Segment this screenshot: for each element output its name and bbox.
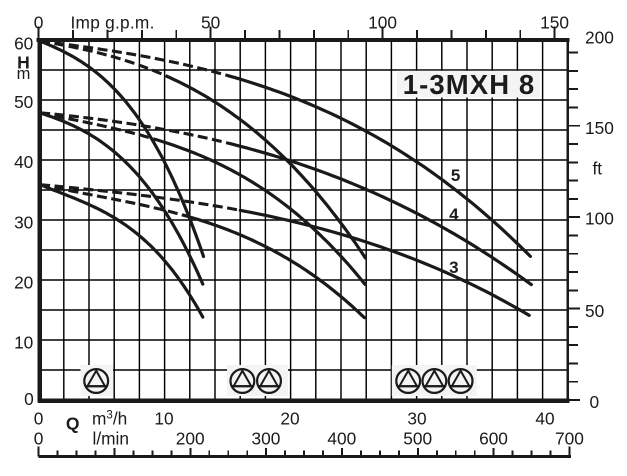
svg-text:20: 20 — [280, 409, 299, 429]
svg-text:4: 4 — [449, 205, 459, 224]
svg-text:100: 100 — [368, 13, 397, 33]
svg-text:0: 0 — [34, 429, 44, 449]
svg-text:0: 0 — [34, 409, 44, 429]
svg-text:50: 50 — [585, 301, 604, 321]
svg-text:400: 400 — [327, 429, 356, 449]
svg-text:150: 150 — [540, 13, 569, 33]
svg-text:ft: ft — [593, 159, 603, 179]
svg-text:40: 40 — [14, 152, 33, 172]
svg-text:l/min: l/min — [93, 429, 130, 449]
svg-text:m: m — [17, 65, 31, 83]
svg-text:Q: Q — [66, 413, 80, 433]
svg-text:3: 3 — [449, 258, 458, 277]
svg-text:0: 0 — [34, 13, 44, 33]
svg-text:100: 100 — [585, 209, 614, 229]
svg-text:40: 40 — [535, 409, 554, 429]
svg-text:20: 20 — [14, 272, 33, 292]
svg-text:60: 60 — [14, 34, 33, 54]
svg-text:700: 700 — [555, 429, 584, 449]
svg-text:300: 300 — [251, 429, 280, 449]
svg-text:0: 0 — [590, 392, 600, 412]
svg-text:10: 10 — [154, 409, 173, 429]
svg-text:200: 200 — [585, 28, 614, 48]
svg-text:30: 30 — [14, 212, 33, 232]
svg-text:150: 150 — [585, 118, 614, 138]
svg-text:5: 5 — [451, 166, 460, 185]
svg-text:500: 500 — [403, 429, 432, 449]
svg-text:50: 50 — [14, 92, 33, 112]
svg-text:30: 30 — [407, 409, 426, 429]
svg-text:200: 200 — [176, 429, 205, 449]
svg-text:Imp g.p.m.: Imp g.p.m. — [71, 13, 155, 33]
svg-text:H: H — [17, 53, 30, 73]
svg-text:50: 50 — [201, 13, 220, 33]
svg-text:0: 0 — [24, 389, 34, 409]
svg-text:m3/h: m3/h — [92, 409, 127, 429]
svg-text:600: 600 — [479, 429, 508, 449]
svg-text:1-3MXH 8: 1-3MXH 8 — [403, 69, 536, 100]
svg-text:10: 10 — [14, 332, 33, 352]
